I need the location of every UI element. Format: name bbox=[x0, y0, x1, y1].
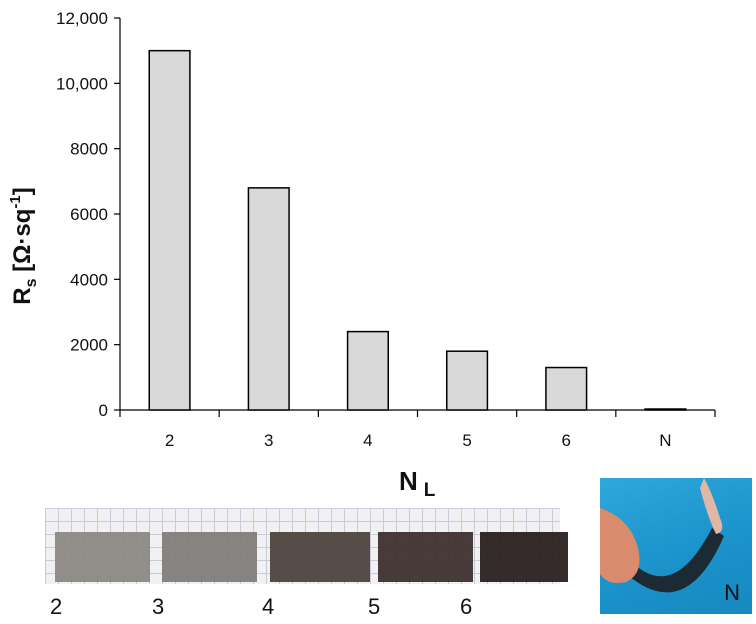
film-swatch-label: 5 bbox=[368, 594, 381, 619]
film-swatch bbox=[378, 532, 473, 582]
y-axis-title-sub: s bbox=[23, 278, 40, 287]
curved-film-shape bbox=[622, 528, 724, 593]
y-tick-label: 12,000 bbox=[56, 9, 108, 28]
svg-text:Rs [Ω·sq-1]: Rs [Ω·sq-1] bbox=[7, 187, 40, 305]
y-axis-title-rest: [Ω·sq bbox=[9, 209, 36, 279]
bar bbox=[148, 49, 191, 411]
bar bbox=[644, 408, 687, 411]
x-axis-title-sub: L bbox=[424, 480, 436, 500]
x-tick-label: 4 bbox=[363, 431, 372, 450]
y-tick-label: 6000 bbox=[70, 205, 108, 224]
y-tick-label: 2000 bbox=[70, 336, 108, 355]
y-axis-title-close: ] bbox=[9, 187, 36, 195]
bar bbox=[346, 330, 389, 411]
y-axis-title: Rs [Ω·sq-1] bbox=[7, 187, 40, 305]
film-swatch-label: 3 bbox=[152, 594, 165, 619]
film-swatch bbox=[162, 532, 257, 582]
film-swatch bbox=[55, 532, 150, 582]
film-swatch bbox=[270, 532, 370, 582]
x-tick-label: 2 bbox=[165, 431, 174, 450]
film-swatch bbox=[480, 532, 568, 582]
x-axis-title-main: N bbox=[399, 466, 418, 496]
finger-left bbox=[600, 508, 640, 583]
y-axis-title-sup: -1 bbox=[7, 195, 24, 208]
svg-text:NL: NL bbox=[399, 466, 436, 500]
y-tick-label: 0 bbox=[99, 401, 108, 420]
y-tick-label: 4000 bbox=[70, 270, 108, 289]
bar bbox=[545, 366, 588, 411]
film-photo-strip bbox=[45, 508, 568, 584]
flexible-film-photo: N bbox=[600, 478, 752, 614]
film-swatch-label: 4 bbox=[262, 594, 275, 619]
plot-area: 0 2000 4000 6000 8000 10,000 12,000 2 3 4 5 6 N bbox=[56, 9, 716, 450]
flexible-film-label: N bbox=[724, 580, 740, 605]
bar bbox=[247, 187, 290, 411]
film-swatch-label: 2 bbox=[50, 594, 63, 619]
film-swatch-label: 6 bbox=[460, 594, 473, 619]
y-tick-label: 10,000 bbox=[56, 74, 108, 93]
finger-right bbox=[700, 478, 723, 534]
y-axis-title-main: R bbox=[9, 287, 36, 304]
x-tick-label: N bbox=[659, 431, 671, 450]
x-tick-label: 5 bbox=[462, 431, 471, 450]
x-tick-label: 3 bbox=[264, 431, 273, 450]
y-tick-label: 8000 bbox=[70, 140, 108, 159]
bar bbox=[446, 350, 489, 411]
x-tick-label: 6 bbox=[562, 431, 571, 450]
flexible-film-illustration bbox=[600, 478, 724, 593]
